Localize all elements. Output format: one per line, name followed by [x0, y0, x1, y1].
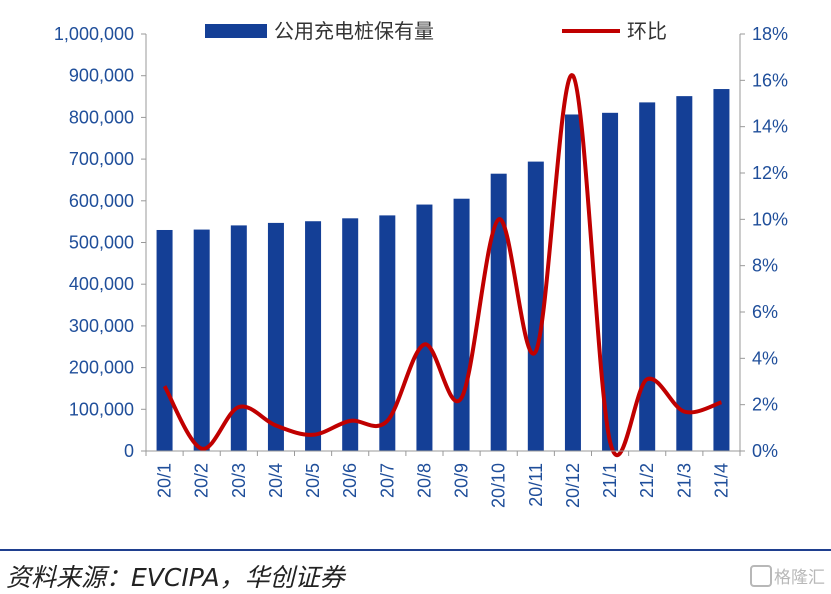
- x-tick-label: 21/1: [600, 463, 620, 498]
- right-tick-label: 16%: [752, 70, 788, 90]
- right-tick-label: 14%: [752, 117, 788, 137]
- x-tick-label: 20/5: [303, 463, 323, 498]
- x-tick-label: 20/3: [229, 463, 249, 498]
- left-tick-label: 100,000: [69, 399, 134, 419]
- line-series: [162, 73, 723, 457]
- right-tick-label: 0%: [752, 441, 778, 461]
- bar: [639, 102, 656, 451]
- bar: [156, 229, 173, 451]
- bar: [527, 161, 544, 452]
- source-divider: [0, 549, 831, 551]
- x-tick-label: 20/10: [489, 463, 509, 508]
- bar: [267, 222, 284, 451]
- right-axis-ticks: 0% 2% 4% 6% 8% 10% 12% 14% 16% 18%: [740, 24, 788, 461]
- bar: [193, 229, 210, 451]
- left-tick-label: 600,000: [69, 191, 134, 211]
- watermark-logo-icon: [750, 565, 772, 587]
- legend-bar-swatch: [205, 24, 267, 38]
- source-text: 资料来源：EVCIPA，华创证券: [6, 563, 345, 592]
- legend-line-label: 环比: [627, 19, 667, 43]
- x-tick-label: 20/6: [340, 463, 360, 498]
- left-tick-label: 500,000: [69, 233, 134, 253]
- right-tick-label: 10%: [752, 209, 788, 229]
- left-tick-label: 800,000: [69, 107, 134, 127]
- right-tick-label: 6%: [752, 302, 778, 322]
- left-tick-label: 900,000: [69, 66, 134, 86]
- x-tick-label: 20/8: [414, 463, 434, 498]
- legend: 公用充电桩保有量 环比: [205, 19, 667, 43]
- left-tick-label: 400,000: [69, 274, 134, 294]
- right-tick-label: 2%: [752, 395, 778, 415]
- bar: [416, 204, 433, 451]
- bar: [676, 96, 693, 452]
- left-axis-ticks: 0 100,000 200,000 300,000 400,000 500,000 600,…: [54, 24, 146, 461]
- x-tick-label: 21/4: [711, 463, 731, 498]
- x-tick-label: 21/3: [674, 463, 694, 498]
- left-tick-label: 0: [124, 441, 134, 461]
- bar: [490, 173, 507, 451]
- bar: [453, 198, 470, 451]
- left-tick-label: 200,000: [69, 358, 134, 378]
- left-tick-label: 300,000: [69, 316, 134, 336]
- bar: [230, 225, 247, 451]
- x-tick-label: 20/4: [266, 463, 286, 498]
- bar: [602, 112, 619, 452]
- bar: [713, 89, 730, 451]
- right-tick-label: 4%: [752, 348, 778, 368]
- legend-bar-label: 公用充电桩保有量: [274, 19, 434, 43]
- right-tick-label: 12%: [752, 163, 788, 183]
- bar: [379, 215, 396, 451]
- x-tick-label: 20/11: [526, 463, 546, 507]
- x-tick-label: 20/2: [192, 463, 212, 498]
- left-tick-label: 1,000,000: [54, 24, 134, 44]
- x-axis-ticks: 20/1 20/2 20/3 20/4 20/5 20/6 20/7 20/8 20/9 20/1…: [145, 451, 741, 508]
- x-tick-label: 20/7: [377, 463, 397, 498]
- x-tick-label: 20/1: [155, 463, 175, 498]
- left-tick-label: 700,000: [69, 149, 134, 169]
- bar: [564, 114, 581, 451]
- bar: [305, 221, 322, 451]
- x-tick-label: 20/9: [452, 463, 472, 498]
- right-tick-label: 8%: [752, 256, 778, 276]
- watermark: 格隆汇: [750, 563, 825, 588]
- bar: [342, 218, 359, 451]
- right-tick-label: 18%: [752, 24, 788, 44]
- x-tick-label: 20/12: [563, 463, 583, 508]
- x-tick-label: 21/2: [637, 463, 657, 498]
- bar-series: [156, 89, 730, 452]
- chart: 0 100,000 200,000 300,000 400,000 500,000 600,…: [54, 19, 788, 508]
- watermark-text: 格隆汇: [774, 568, 825, 588]
